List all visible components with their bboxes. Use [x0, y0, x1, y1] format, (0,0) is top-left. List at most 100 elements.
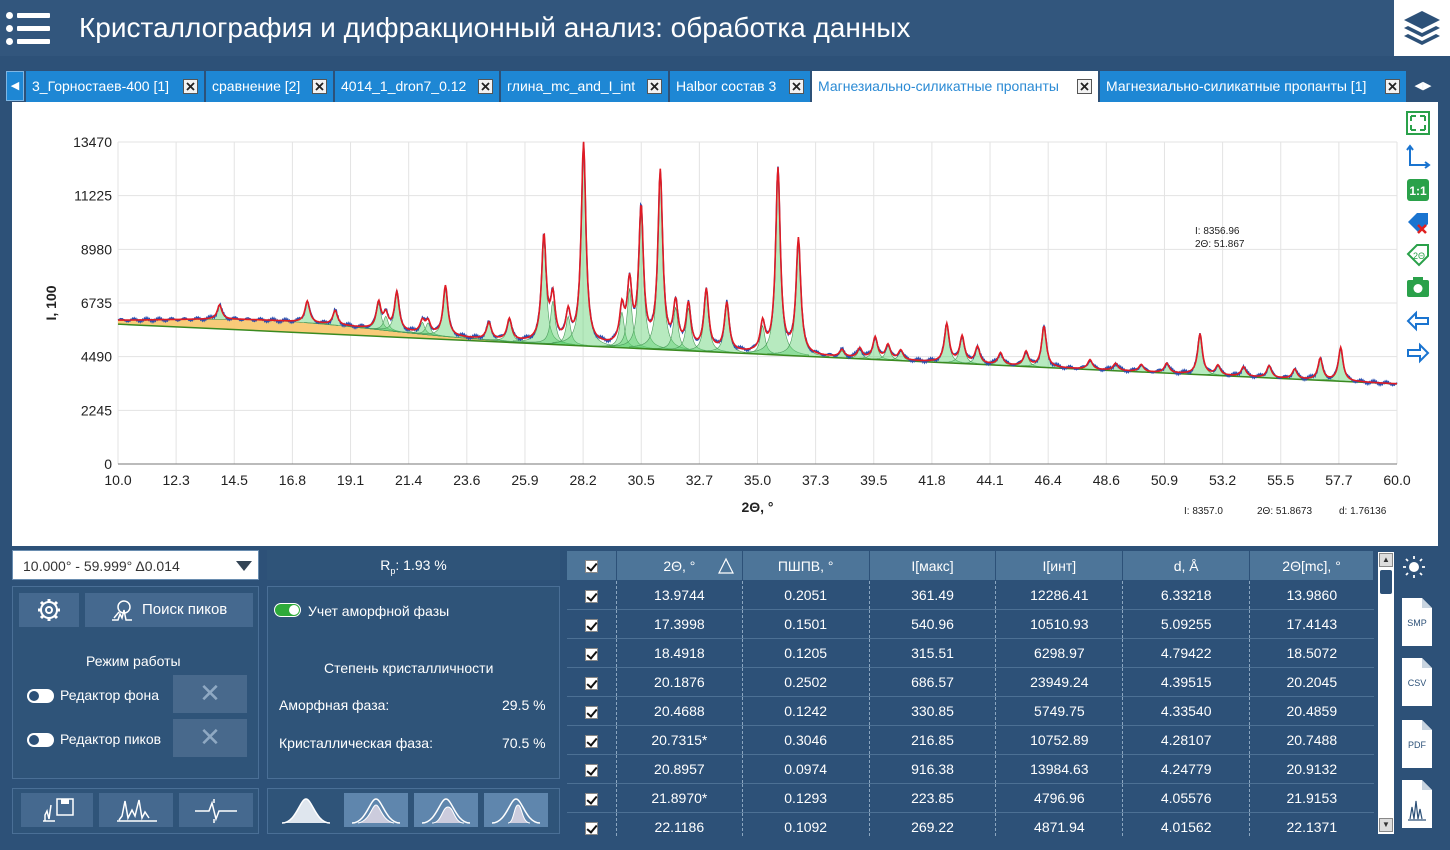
row-checkbox[interactable]: [566, 812, 617, 836]
chevron-down-icon[interactable]: [236, 561, 252, 571]
close-icon[interactable]: [647, 79, 662, 94]
menu-icon[interactable]: [4, 8, 54, 48]
row-checkbox[interactable]: [566, 638, 617, 668]
diffraction-chart[interactable]: 10.0 12.3 14.5 16.8 19.1 21.4 23.6 25.9 28.2 30.5…: [12, 102, 1438, 546]
arrow-left-icon[interactable]: [1405, 308, 1431, 334]
export-button-2[interactable]: PDF: [1398, 718, 1434, 770]
close-icon[interactable]: [183, 79, 198, 94]
peak-editor-toggle[interactable]: [27, 733, 54, 747]
remove-labels-icon[interactable]: [1405, 210, 1431, 236]
tab-3[interactable]: глина_mc_and_I_int: [501, 71, 668, 102]
tab-4[interactable]: Halbor состав 3: [670, 71, 810, 102]
tab-label: глина_mc_and_I_int: [507, 78, 636, 94]
bg-editor-close-icon[interactable]: ✕: [173, 675, 247, 713]
theta-labels-icon[interactable]: 2Θ: [1405, 242, 1431, 268]
row-checkbox[interactable]: [566, 754, 617, 784]
signal-button[interactable]: [179, 793, 253, 827]
arrow-right-icon[interactable]: [1405, 340, 1431, 366]
table-cell: 0.1242: [741, 696, 870, 726]
tab-6[interactable]: Магнезиально-силикатные пропанты [1]: [1100, 71, 1406, 102]
tab-bar: ◀ 3_Горностаев-400 [1] сравнение [2] 4014_…: [0, 69, 1450, 103]
close-icon[interactable]: [478, 79, 493, 94]
col-header-fwhm[interactable]: ПШПВ, °: [741, 550, 870, 581]
export-button-3[interactable]: [1398, 778, 1434, 830]
settings-button[interactable]: [19, 593, 79, 627]
table-row[interactable]: 20.4688 0.1242 330.85 5749.75 4.33540 20.4859: [566, 696, 1374, 726]
profile-pearson-button[interactable]: [484, 793, 548, 827]
row-checkbox[interactable]: [566, 783, 617, 813]
scroll-thumb[interactable]: [1380, 570, 1392, 594]
table-row[interactable]: 13.9744 0.2051 361.49 12286.41 6.33218 13.986…: [566, 580, 1374, 610]
table-row[interactable]: 20.1876 0.2502 686.57 23949.24 4.39515 20.204…: [566, 667, 1374, 697]
y-tick-label: 11225: [74, 188, 112, 204]
col-header-theta-mc[interactable]: 2Θ[mc], °: [1249, 550, 1374, 581]
table-cell: 22.1371: [1249, 812, 1374, 836]
crystallinity-panel: Учет аморфной фазы Степень кристалличнос…: [267, 586, 560, 779]
y-tick-label: 4490: [81, 349, 112, 365]
scale-1-1-icon[interactable]: 1:1: [1405, 177, 1431, 203]
table-cell: 0.2502: [741, 667, 870, 697]
find-peaks-button[interactable]: Поиск пиков: [85, 593, 253, 627]
x-tick-label: 37.3: [802, 472, 829, 488]
col-header-d[interactable]: d, Å: [1122, 550, 1251, 581]
row-checkbox[interactable]: [566, 696, 617, 726]
table-scrollbar[interactable]: ▲ ▼: [1378, 552, 1394, 834]
export-button-1[interactable]: CSV: [1398, 656, 1434, 708]
scroll-down-icon[interactable]: ▼: [1379, 818, 1393, 832]
camera-icon[interactable]: [1405, 275, 1431, 301]
col-header-theta[interactable]: 2Θ, °: [615, 550, 743, 581]
table-cell: 17.4143: [1249, 609, 1374, 639]
tab-scroll-left-icon[interactable]: ◀: [6, 71, 24, 101]
x-tick-label: 44.1: [976, 472, 1003, 488]
bg-editor-toggle[interactable]: [27, 689, 54, 703]
row-checkbox[interactable]: [566, 667, 617, 697]
axes-icon[interactable]: [1405, 144, 1431, 170]
tab-label: Магнезиально-силикатные пропанты: [818, 78, 1059, 94]
close-icon[interactable]: [1077, 79, 1092, 94]
crystallinity-title: Степень кристалличности: [324, 660, 494, 676]
close-icon[interactable]: [789, 79, 804, 94]
col-header-imax[interactable]: I[макс]: [868, 550, 997, 581]
table-cell: 13.9744: [615, 580, 743, 610]
export-label: PDF: [1408, 740, 1426, 750]
profile-pseudo-voigt-button[interactable]: [414, 793, 478, 827]
close-icon[interactable]: [312, 79, 327, 94]
x-axis-label: 2Θ, °: [741, 499, 773, 515]
peak-editor-close-icon[interactable]: ✕: [173, 719, 247, 757]
profile-gauss-button[interactable]: [274, 793, 338, 827]
range-select-value: 10.000° - 59.999° Δ0.014: [23, 558, 180, 574]
peaks-table: 2Θ, ° ПШПВ, ° I[макс] I[инт] d, Å 2Θ[mc]…: [566, 550, 1374, 836]
table-row[interactable]: 21.8970* 0.1293 223.85 4796.96 4.05576 21.915…: [566, 783, 1374, 813]
table-cell: 6.33218: [1122, 580, 1250, 610]
row-checkbox[interactable]: [566, 609, 617, 639]
row-checkbox[interactable]: [566, 725, 617, 755]
table-row[interactable]: 22.1186 0.1092 269.22 4871.94 4.01562 22.1371: [566, 812, 1374, 836]
x-tick-label: 39.5: [860, 472, 887, 488]
table-cell: 23949.24: [995, 667, 1123, 697]
table-row[interactable]: 20.8957 0.0974 916.38 13984.63 4.24779 20.913…: [566, 754, 1374, 784]
export-label: SMP: [1407, 618, 1427, 628]
tab-scroll-right-icon[interactable]: ◀▶: [1408, 71, 1438, 101]
table-row[interactable]: 18.4918 0.1205 315.51 6298.97 4.79422 18.5072: [566, 638, 1374, 668]
amorphous-toggle[interactable]: [274, 603, 301, 617]
fit-view-icon[interactable]: [1405, 110, 1431, 136]
tab-2[interactable]: 4014_1_dron7_0.12: [335, 71, 499, 102]
close-icon[interactable]: [1385, 79, 1400, 94]
col-header-iint[interactable]: I[инт]: [995, 550, 1124, 581]
theme-toggle-button[interactable]: [1396, 550, 1436, 584]
table-row[interactable]: 17.3998 0.1501 540.96 10510.93 5.09255 17.414…: [566, 609, 1374, 639]
profile-lorentz-button[interactable]: [344, 793, 408, 827]
range-select[interactable]: 10.000° - 59.999° Δ0.014: [12, 550, 259, 580]
tab-5[interactable]: Магнезиально-силикатные пропанты: [812, 71, 1098, 102]
save-pattern-button[interactable]: [21, 793, 93, 827]
app-header: Кристаллография и дифракционный анализ: …: [0, 0, 1450, 56]
tab-0[interactable]: 3_Горностаев-400 [1]: [26, 71, 204, 102]
tab-1[interactable]: сравнение [2]: [206, 71, 333, 102]
export-button-0[interactable]: SMP: [1398, 596, 1434, 648]
scroll-up-icon[interactable]: ▲: [1379, 553, 1393, 567]
pattern-peaks-button[interactable]: [99, 793, 173, 827]
row-checkbox[interactable]: [566, 580, 617, 610]
layers-icon[interactable]: [1394, 0, 1450, 56]
select-all-checkbox[interactable]: [566, 550, 617, 581]
table-row[interactable]: 20.7315* 0.3046 216.85 10752.89 4.28107 20.74…: [566, 725, 1374, 755]
